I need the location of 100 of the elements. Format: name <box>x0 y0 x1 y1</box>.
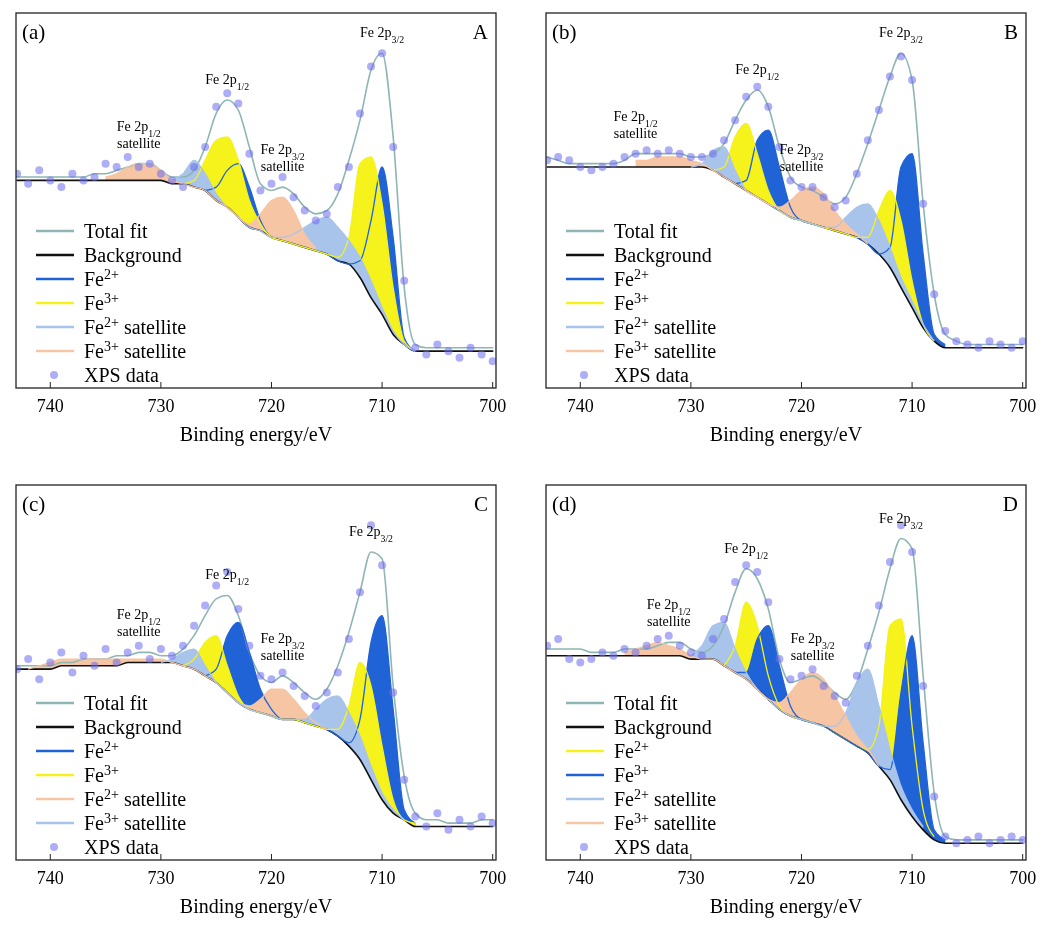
text: C <box>473 492 488 516</box>
text: D <box>1002 492 1018 516</box>
legend-label: Fe$^{3+}$ <box>84 762 119 786</box>
point <box>919 199 928 208</box>
point <box>355 109 364 118</box>
point <box>289 681 298 690</box>
point <box>400 276 409 285</box>
point <box>620 645 629 654</box>
point <box>223 89 232 98</box>
point <box>112 163 121 172</box>
annotation: Fe 2p$_{3/2}$ satellite <box>260 142 305 175</box>
point <box>477 350 486 359</box>
x-tick-label: 710 <box>898 396 926 416</box>
point <box>775 655 784 664</box>
point <box>355 588 364 597</box>
point <box>996 340 1005 349</box>
point <box>422 350 431 359</box>
point <box>642 146 651 155</box>
x-tick-label: 710 <box>898 868 926 888</box>
legend-label: Fe$^{3+}$ satellite <box>614 338 717 362</box>
point <box>974 832 983 841</box>
point <box>245 149 254 158</box>
x-tick-label: 710 <box>368 868 396 888</box>
point <box>289 193 298 202</box>
point <box>996 835 1005 844</box>
point <box>808 665 817 674</box>
point <box>908 75 917 84</box>
point <box>156 645 165 654</box>
text: (b) <box>552 20 577 44</box>
point <box>664 631 673 640</box>
point <box>786 675 795 684</box>
point <box>444 825 453 834</box>
point <box>897 52 906 61</box>
x-axis-title: Binding energy/eV <box>179 895 333 918</box>
legend-label: Background <box>84 716 182 739</box>
x-tick-label: 730 <box>147 396 175 416</box>
point <box>554 635 563 644</box>
point <box>742 561 751 570</box>
x-tick-label: 720 <box>787 396 815 416</box>
point <box>841 698 850 707</box>
point <box>455 353 464 362</box>
point <box>587 655 596 664</box>
point <box>653 149 662 158</box>
x-tick-label: 720 <box>787 868 815 888</box>
legend-label: Fe$^{3+}$ <box>614 290 649 314</box>
point <box>234 604 243 613</box>
point <box>35 166 44 175</box>
legend-label: Total fit <box>84 692 149 714</box>
point <box>322 209 331 218</box>
x-axis-title: Binding energy/eV <box>179 423 333 446</box>
point <box>731 578 740 587</box>
point <box>378 49 387 58</box>
point <box>145 655 154 664</box>
point <box>642 641 651 650</box>
point <box>411 343 420 352</box>
point <box>344 635 353 644</box>
legend-label: Total fit <box>614 220 679 242</box>
point <box>90 661 99 670</box>
point <box>963 835 972 844</box>
point <box>245 641 254 650</box>
text: B <box>1003 20 1018 44</box>
point <box>167 651 176 660</box>
point <box>256 186 265 195</box>
point <box>278 668 287 677</box>
annotation: Fe 2p$_{1/2}$ <box>205 72 250 92</box>
point <box>145 159 154 168</box>
point <box>24 655 33 664</box>
point <box>1007 832 1016 841</box>
point <box>885 72 894 81</box>
point <box>190 163 199 172</box>
legend-label: Fe$^{2+}$ satellite <box>614 314 717 338</box>
point <box>631 648 640 657</box>
text: (d) <box>552 492 577 516</box>
point <box>300 206 309 215</box>
point <box>333 668 342 677</box>
point <box>179 641 188 650</box>
point <box>190 621 199 630</box>
point <box>885 558 894 567</box>
point <box>68 169 77 178</box>
point <box>731 116 740 125</box>
point <box>167 176 176 185</box>
point <box>609 651 618 660</box>
legend-label: Total fit <box>84 220 149 242</box>
point <box>819 193 828 202</box>
point <box>333 183 342 192</box>
text: (a) <box>22 20 46 44</box>
legend-label: Fe$^{2+}$ satellite <box>614 786 717 810</box>
point <box>908 547 917 556</box>
legend-label: Fe$^{3+}$ satellite <box>614 810 717 834</box>
point <box>311 216 320 225</box>
point <box>565 655 574 664</box>
legend-label: XPS data <box>84 364 160 386</box>
point <box>764 598 773 607</box>
point <box>123 648 132 657</box>
point <box>322 688 331 697</box>
point <box>952 337 961 346</box>
legend-label: XPS data <box>84 836 160 858</box>
point <box>819 681 828 690</box>
point <box>830 203 839 212</box>
point <box>863 136 872 145</box>
